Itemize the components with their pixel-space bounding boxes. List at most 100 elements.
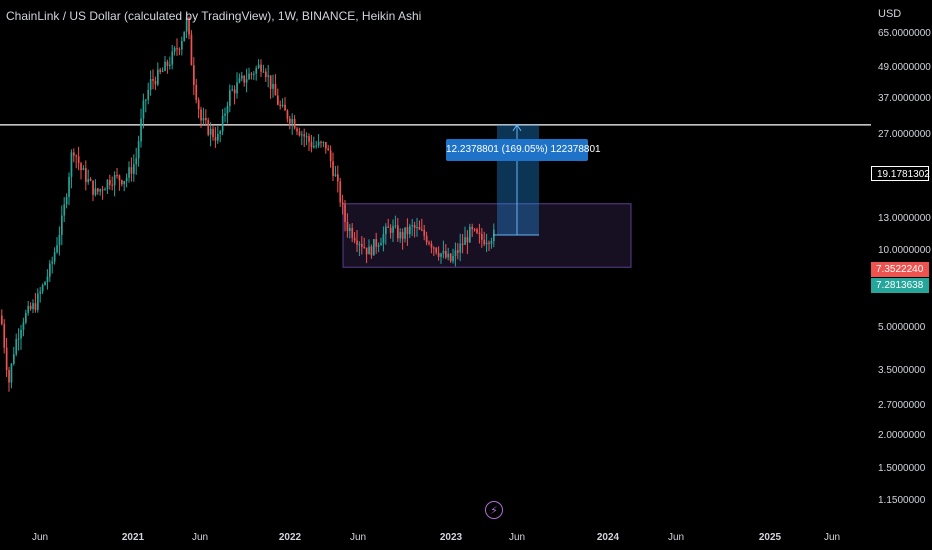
candle-body: [373, 239, 375, 256]
candle-body: [466, 237, 469, 243]
candle-body: [183, 31, 186, 42]
candle-body: [161, 70, 164, 72]
candle-body: [231, 89, 234, 91]
candle-body: [212, 128, 214, 137]
candle-body: [430, 243, 433, 248]
candle-body: [99, 189, 102, 192]
candle-body: [428, 242, 430, 244]
candle-body: [385, 226, 387, 235]
price-tick-label: 3.5000000: [878, 365, 926, 376]
candle-body: [85, 168, 87, 183]
candle-body: [365, 247, 368, 255]
candle-body: [209, 128, 212, 135]
candle-body: [34, 303, 37, 310]
candle-body: [476, 229, 478, 233]
candle-body: [440, 253, 442, 257]
candle-body: [92, 180, 94, 195]
candle-body: [217, 133, 219, 141]
price-tick-label: 27.0000000: [878, 129, 931, 140]
candle-body: [298, 131, 301, 136]
candle-body: [197, 100, 200, 110]
candle-body: [277, 95, 279, 105]
candle-body: [233, 89, 236, 94]
time-tick-label: Jun: [191, 532, 209, 543]
candle-body: [409, 226, 411, 235]
candle-body: [344, 204, 346, 223]
candle-body: [248, 73, 250, 80]
candle-body: [137, 141, 140, 159]
candle-body: [159, 69, 162, 72]
price-tick-label: 1.5000000: [878, 463, 926, 474]
candle-body: [77, 156, 80, 164]
time-tick-label: 2025: [758, 532, 782, 543]
candle-body: [135, 158, 138, 165]
time-tick-label: Jun: [31, 532, 49, 543]
candle-body: [149, 79, 152, 90]
candle-body: [80, 163, 82, 170]
candle-body: [284, 104, 286, 111]
candle-body: [255, 68, 258, 74]
candle-body: [339, 181, 342, 203]
time-tick-label: Jun: [823, 532, 841, 543]
horizontal-line-price-tag: 19.1781302: [871, 166, 930, 181]
candle-body: [320, 141, 322, 143]
candle-body: [125, 177, 128, 182]
candle-body: [205, 118, 207, 121]
candle-body: [445, 251, 447, 258]
candle-body: [121, 180, 123, 185]
candle-body: [97, 188, 99, 192]
candle-body: [118, 175, 121, 181]
candle-body: [104, 189, 106, 191]
candle-body: [27, 306, 30, 313]
candle-body: [267, 75, 270, 77]
candle-body: [322, 142, 325, 144]
candle-body: [113, 175, 116, 186]
time-tick-label: 2024: [596, 532, 620, 543]
candle-body: [58, 234, 61, 246]
candle-body: [397, 225, 399, 239]
candle-body: [269, 75, 272, 89]
candle-body: [32, 303, 34, 310]
candle-body: [303, 134, 306, 137]
candle-body: [401, 232, 404, 239]
chart-title: ChainLink / US Dollar (calculated by Tra…: [6, 9, 422, 23]
candle-body: [65, 196, 68, 205]
price-tick-label: 10.0000000: [878, 245, 931, 256]
candle-body: [106, 180, 109, 190]
candle-body: [193, 65, 195, 85]
candle-body: [308, 136, 310, 142]
candle-body: [469, 226, 471, 243]
measure-arrow-head: [512, 123, 522, 132]
lightning-icon[interactable]: ⚡: [485, 501, 503, 519]
candle-body: [272, 84, 274, 89]
candle-body: [457, 250, 459, 253]
candle-body: [207, 120, 210, 135]
candle-body: [418, 227, 421, 230]
candle-body: [123, 181, 126, 185]
candle-body: [116, 175, 118, 177]
candle-body: [413, 225, 416, 228]
candle-body: [452, 256, 454, 262]
candle-body: [392, 225, 394, 233]
candle-body: [145, 99, 147, 101]
candle-body: [286, 110, 289, 119]
candle-body: [301, 134, 303, 136]
candle-body: [332, 161, 334, 176]
candle-body: [17, 338, 20, 340]
candle-body: [260, 64, 262, 72]
candle-body: [41, 285, 44, 292]
candle-body: [488, 242, 490, 244]
candle-body: [358, 243, 361, 245]
candle-body: [89, 179, 92, 181]
candle-body: [471, 226, 474, 230]
candle-body: [370, 246, 373, 256]
candle-body: [3, 324, 6, 348]
candle-body: [82, 168, 85, 170]
candle-body: [363, 246, 366, 248]
candle-body: [75, 155, 78, 157]
candle-body: [238, 78, 241, 83]
candle-body: [404, 227, 406, 239]
measure-label: 12.2378801 (169.05%) 122378801: [446, 139, 601, 161]
